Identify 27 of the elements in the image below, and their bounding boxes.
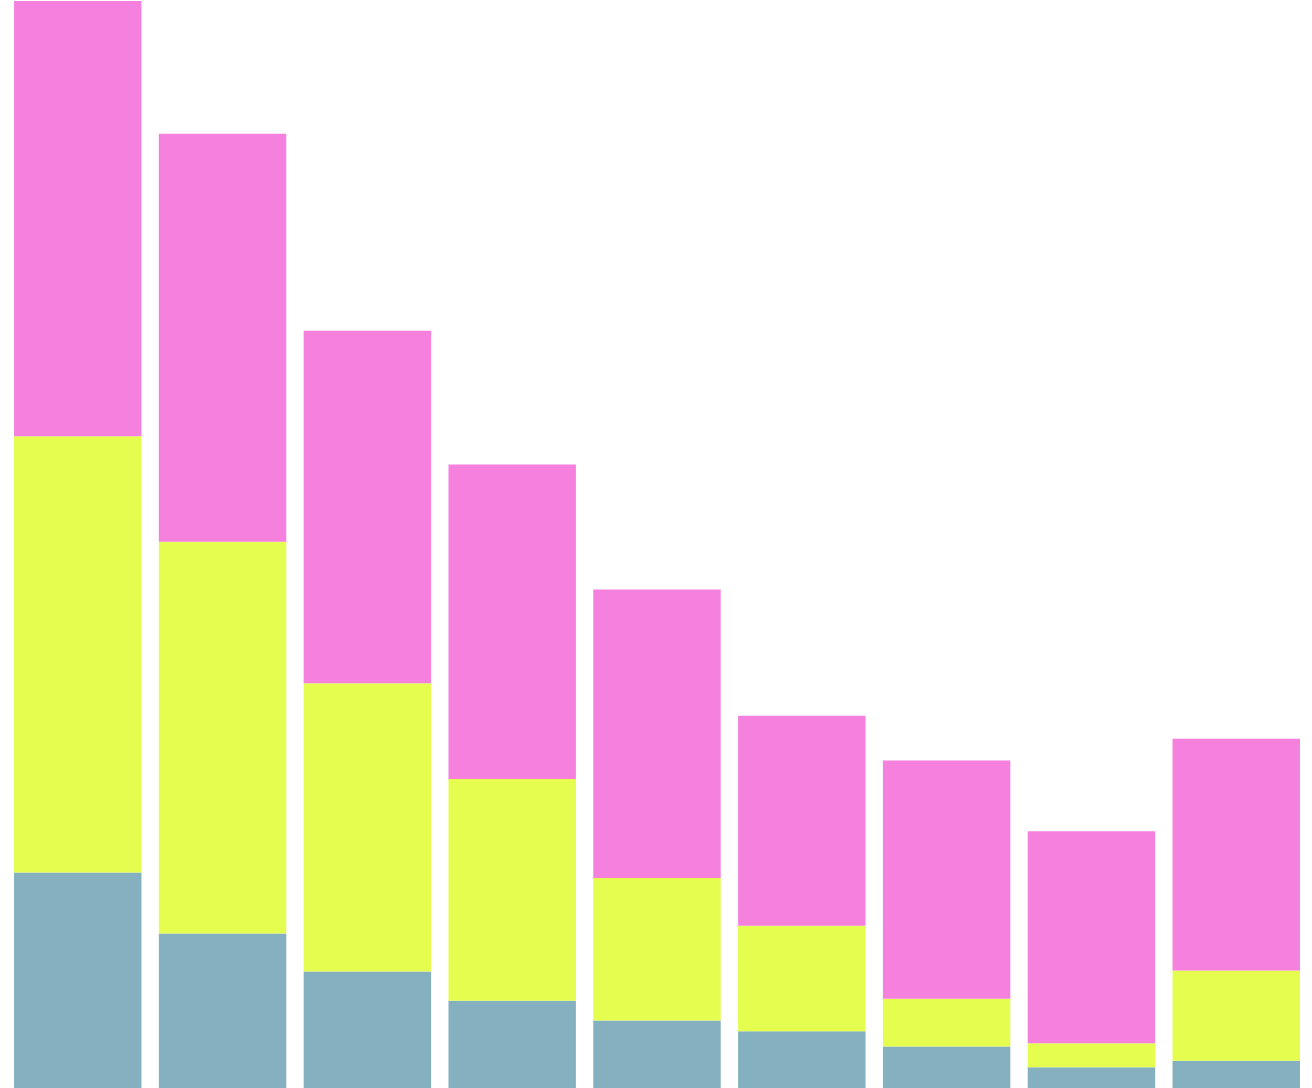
bar [158, 133, 287, 542]
bar [882, 998, 1011, 1047]
bar [1172, 738, 1300, 971]
bar [448, 778, 576, 1001]
bar [738, 1031, 866, 1088]
bar [14, 436, 142, 873]
bar [448, 464, 576, 779]
bar [1027, 1043, 1156, 1068]
bar [1027, 1067, 1156, 1088]
bar [738, 715, 866, 926]
bar [158, 541, 287, 934]
bar [448, 1000, 576, 1088]
bar [593, 1020, 721, 1088]
bar [303, 683, 432, 972]
bar [158, 933, 287, 1088]
bar [1172, 1060, 1300, 1088]
bar [1172, 970, 1300, 1061]
bar [882, 760, 1011, 999]
bar [14, 872, 142, 1088]
bar [303, 330, 432, 684]
bar [593, 877, 721, 1021]
bar [882, 1046, 1011, 1088]
bar [14, 1, 142, 437]
bar [593, 589, 721, 878]
bar [303, 971, 432, 1088]
bar [1027, 831, 1156, 1044]
bar [738, 925, 866, 1032]
